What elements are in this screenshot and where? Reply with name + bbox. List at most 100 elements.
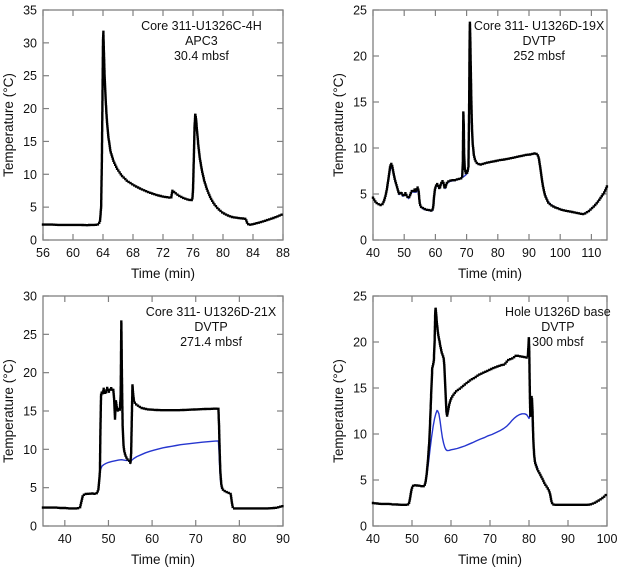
- x-tick-label: 110: [581, 246, 601, 260]
- chart-panel-core-u1326d-21x-dvtp: 40 50 60 70 80 90 0 5 10 15 20 25 30 Time (min) Temper…: [1, 290, 290, 568]
- series-model-fit: [99, 440, 223, 490]
- series-measured-temperature: [371, 21, 609, 216]
- panel-title-line: Core 311-U1326C-4H: [141, 19, 262, 33]
- y-axis: 0 5 10 15 20 25: [353, 290, 607, 534]
- y-tick-label: 35: [23, 4, 37, 18]
- y-axis-label: Temperature (°C): [1, 73, 16, 177]
- x-tick-label: 40: [366, 532, 380, 546]
- chart-panel-core-u1326c-4h-apc3: 56 60 64 68 72 76 80 84 88 0 5 10 15 20 25 30 35 Time (mi…: [1, 4, 290, 282]
- panel-title-line: DVTP: [541, 320, 574, 334]
- x-tick-label: 84: [246, 246, 260, 260]
- y-tick-label: 30: [23, 36, 37, 50]
- x-tick-label: 60: [66, 246, 80, 260]
- x-tick-label: 56: [36, 246, 50, 260]
- y-tick-label: 20: [23, 102, 37, 116]
- panel-title-line: 252 mbsf: [513, 49, 565, 63]
- x-axis: 56 60 64 68 72 76 80 84 88: [36, 10, 290, 260]
- plot-frame: [42, 9, 284, 241]
- panel-title-line: Core 311- U1326D-19X: [474, 19, 605, 33]
- y-tick-label: 5: [360, 474, 367, 488]
- x-tick-label: 64: [96, 246, 110, 260]
- y-tick-label: 10: [23, 443, 37, 457]
- x-tick-label: 40: [58, 532, 72, 546]
- series-connector-measured-temperature: [43, 320, 284, 509]
- x-tick-label: 70: [189, 532, 203, 546]
- chart-panel-hole-u1326d-base-dvtp: 40 50 60 70 80 90 100 0 5 10 15 20 25 Time (min) Tempe…: [331, 290, 617, 568]
- x-axis: 40 50 60 70 80 90: [58, 296, 290, 546]
- y-tick-label: 15: [23, 135, 37, 149]
- panel-title-line: 271.4 mbsf: [180, 335, 242, 349]
- x-tick-label: 70: [483, 532, 497, 546]
- panel-title-line: Hole U1326D base: [505, 305, 611, 319]
- y-tick-label: 10: [353, 142, 367, 156]
- x-tick-label: 60: [145, 532, 159, 546]
- panel-title-line: Core 311- U1326D-21X: [146, 305, 277, 319]
- y-tick-label: 0: [360, 520, 367, 534]
- y-axis: 0 5 10 15 20 25 30: [23, 290, 283, 534]
- y-tick-label: 25: [23, 328, 37, 342]
- series-measured-temperature: [41, 320, 284, 510]
- x-tick-label: 50: [397, 246, 411, 260]
- y-axis-label: Temperature (°C): [1, 359, 16, 463]
- chart-panel-core-u1326d-19x-dvtp: 40 50 60 70 80 90 100 110 0 5 10 15 20 25 Time (min) Te…: [331, 4, 609, 281]
- x-tick-label: 80: [491, 246, 505, 260]
- y-axis: 0 5 10 15 20 25: [353, 4, 607, 248]
- x-tick-label: 50: [102, 532, 116, 546]
- series-connector-measured-temperature: [372, 21, 608, 215]
- y-tick-label: 0: [30, 520, 37, 534]
- x-tick-label: 88: [276, 246, 290, 260]
- x-tick-label: 100: [550, 246, 571, 260]
- y-tick-label: 25: [23, 69, 37, 83]
- panel-title-line: DVTP: [194, 320, 227, 334]
- y-tick-label: 25: [353, 290, 367, 304]
- x-tick-label: 76: [186, 246, 200, 260]
- panel-title-line: APC3: [185, 34, 218, 48]
- series-measured-temperature: [41, 30, 283, 227]
- y-tick-label: 0: [360, 234, 367, 248]
- x-axis-label: Time (min): [131, 552, 195, 567]
- x-tick-label: 70: [460, 246, 474, 260]
- y-tick-label: 15: [23, 405, 37, 419]
- y-axis: 0 5 10 15 20 25 30 35: [23, 4, 283, 248]
- y-tick-label: 20: [23, 366, 37, 380]
- x-tick-label: 68: [126, 246, 140, 260]
- x-axis-label: Time (min): [458, 552, 522, 567]
- x-axis-label: Time (min): [131, 266, 195, 281]
- x-tick-label: 90: [276, 532, 290, 546]
- x-tick-label: 90: [522, 246, 536, 260]
- x-tick-label: 60: [444, 532, 458, 546]
- panel-title-line: 300 mbsf: [532, 335, 584, 349]
- y-tick-label: 20: [353, 50, 367, 64]
- plot-frame: [372, 9, 608, 241]
- y-tick-label: 20: [353, 336, 367, 350]
- panel-title-line: DVTP: [522, 34, 555, 48]
- y-axis-label: Temperature (°C): [331, 73, 346, 177]
- y-tick-label: 15: [353, 96, 367, 110]
- x-tick-label: 40: [366, 246, 380, 260]
- y-axis-label: Temperature (°C): [331, 359, 346, 463]
- x-axis: 40 50 60 70 80 90 100 110: [366, 10, 601, 260]
- y-tick-label: 25: [353, 4, 367, 18]
- y-tick-label: 10: [353, 428, 367, 442]
- series-model-fit: [424, 396, 539, 485]
- y-tick-label: 15: [353, 382, 367, 396]
- x-axis-label: Time (min): [458, 266, 522, 281]
- x-tick-label: 80: [522, 532, 536, 546]
- y-tick-label: 10: [23, 168, 37, 182]
- x-tick-label: 50: [405, 532, 419, 546]
- y-tick-label: 5: [30, 481, 37, 495]
- x-tick-label: 90: [561, 532, 575, 546]
- x-tick-label: 100: [597, 532, 618, 546]
- panel-title-line: 30.4 mbsf: [174, 49, 229, 63]
- y-tick-label: 5: [360, 188, 367, 202]
- x-tick-label: 80: [232, 532, 246, 546]
- y-tick-label: 0: [30, 234, 37, 248]
- y-tick-label: 30: [23, 290, 37, 304]
- y-tick-label: 5: [30, 201, 37, 215]
- x-tick-label: 72: [156, 246, 170, 260]
- x-axis: 40 50 60 70 80 90 100: [366, 296, 617, 546]
